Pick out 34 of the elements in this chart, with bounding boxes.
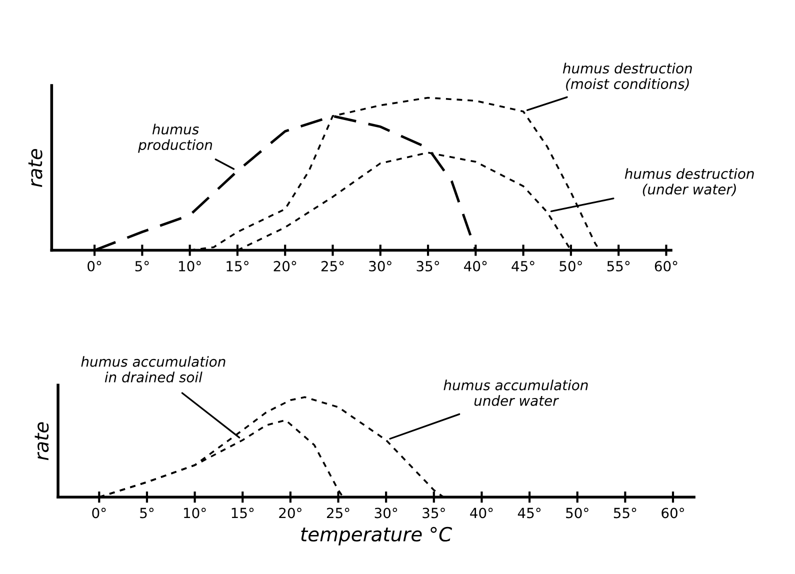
x-tick-label: 25°	[321, 260, 344, 272]
text: humus destruction (moist conditions)	[562, 62, 692, 91]
x-tick-label: 40°	[470, 508, 493, 518]
x-tick-label: 30°	[374, 508, 398, 518]
x-tick-label: 0°	[88, 260, 102, 272]
text: humus destruction (under water)	[624, 168, 754, 196]
x-tick-label: 35°	[416, 260, 440, 272]
x-tick-label: 60°	[662, 508, 684, 518]
x-tick-label: 15°	[232, 508, 254, 518]
x-tick-label: 0°	[92, 508, 106, 518]
text: humus accumulation in drained soil	[81, 356, 226, 382]
x-tick-label: 20°	[279, 508, 302, 518]
x-tick-label: 15°	[226, 260, 248, 272]
text: humus production	[138, 124, 212, 153]
text: humus accumulation under water	[444, 380, 588, 406]
x-tick-label: 10°	[179, 260, 201, 272]
x-tick-label: 55°	[607, 260, 630, 272]
y-axis-title: rate	[28, 149, 42, 187]
x-tick-label: 55°	[614, 508, 636, 518]
y-axis-title: rate	[34, 422, 49, 460]
x-tick-label: 5°	[140, 508, 154, 518]
x-axis-title: temperature °C	[301, 526, 452, 546]
x-tick-label: 50°	[566, 508, 588, 518]
x-tick-label: 25°	[326, 508, 350, 518]
x-tick-label: 45°	[512, 260, 534, 272]
x-tick-label: 30°	[369, 260, 392, 272]
x-tick-label: 40°	[464, 260, 487, 272]
x-tick-label: 5°	[135, 260, 149, 272]
x-tick-label: 10°	[184, 508, 206, 518]
x-tick-label: 20°	[274, 260, 296, 272]
x-tick-label: 45°	[518, 508, 541, 518]
x-tick-label: 60°	[654, 260, 678, 272]
x-tick-label: 35°	[422, 508, 445, 518]
x-tick-label: 50°	[560, 260, 582, 272]
